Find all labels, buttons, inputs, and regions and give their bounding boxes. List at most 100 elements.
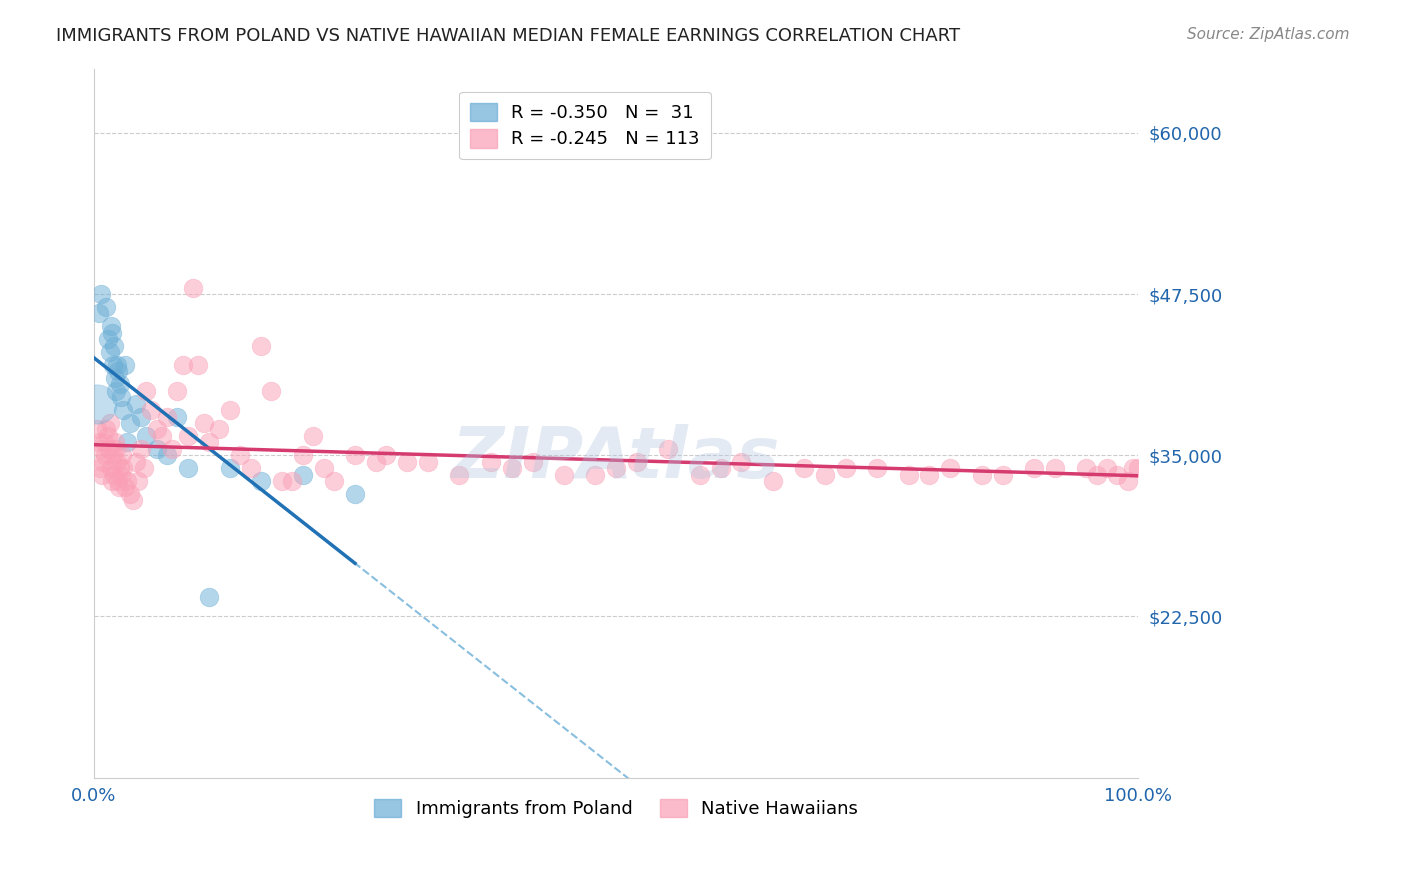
Point [103, 339, 125, 353]
Point [98, 416, 121, 430]
Point [104, 442, 127, 456]
Point [120, 487, 142, 501]
Point [239, 461, 262, 475]
Point [1043, 461, 1066, 475]
Point [375, 448, 398, 462]
Point [991, 467, 1014, 482]
Point [1122, 461, 1144, 475]
Point [198, 590, 221, 604]
Point [91, 455, 114, 469]
Point [918, 467, 941, 482]
Point [150, 429, 173, 443]
Point [162, 442, 184, 456]
Point [605, 461, 627, 475]
Point [302, 429, 325, 443]
Point [156, 448, 179, 462]
Point [117, 435, 139, 450]
Point [626, 455, 648, 469]
Point [522, 455, 544, 469]
Point [1095, 461, 1118, 475]
Point [689, 467, 711, 482]
Point [121, 493, 143, 508]
Point [101, 448, 124, 462]
Point [479, 455, 502, 469]
Point [91, 467, 114, 482]
Point [145, 442, 167, 456]
Point [449, 467, 471, 482]
Point [156, 409, 179, 424]
Legend: Immigrants from Poland, Native Hawaiians: Immigrants from Poland, Native Hawaiians [367, 791, 865, 825]
Point [114, 358, 136, 372]
Point [709, 461, 731, 475]
Point [117, 474, 139, 488]
Point [112, 403, 135, 417]
Point [501, 461, 523, 475]
Point [730, 455, 752, 469]
Point [939, 461, 962, 475]
Point [100, 319, 122, 334]
Point [100, 474, 122, 488]
Point [127, 474, 149, 488]
Point [181, 281, 204, 295]
Point [141, 403, 163, 417]
Point [897, 467, 920, 482]
Point [111, 448, 134, 462]
Point [96, 422, 118, 436]
Point [218, 403, 240, 417]
Point [114, 481, 136, 495]
Point [323, 474, 346, 488]
Point [129, 409, 152, 424]
Point [96, 429, 118, 443]
Point [86, 397, 108, 411]
Point [112, 461, 135, 475]
Point [1022, 461, 1045, 475]
Point [208, 422, 231, 436]
Point [104, 435, 127, 450]
Point [260, 384, 283, 398]
Point [97, 442, 120, 456]
Point [271, 474, 294, 488]
Point [291, 467, 314, 482]
Point [418, 455, 440, 469]
Point [103, 467, 125, 482]
Point [172, 358, 194, 372]
Point [98, 345, 121, 359]
Point [1116, 474, 1139, 488]
Point [100, 326, 122, 340]
Point [835, 461, 858, 475]
Point [89, 306, 111, 320]
Point [110, 390, 132, 404]
Point [104, 384, 127, 398]
Point [198, 435, 221, 450]
Point [1074, 461, 1097, 475]
Text: IMMIGRANTS FROM POLAND VS NATIVE HAWAIIAN MEDIAN FEMALE EARNINGS CORRELATION CHA: IMMIGRANTS FROM POLAND VS NATIVE HAWAIIA… [56, 27, 960, 45]
Point [1085, 467, 1108, 482]
Point [108, 481, 131, 495]
Point [229, 448, 252, 462]
Point [166, 409, 188, 424]
Point [218, 461, 240, 475]
Point [107, 364, 129, 378]
Point [135, 429, 157, 443]
Point [125, 455, 148, 469]
Point [250, 474, 273, 488]
Point [344, 487, 367, 501]
Point [187, 358, 209, 372]
Point [93, 435, 115, 450]
Point [866, 461, 889, 475]
Point [553, 467, 575, 482]
Text: Source: ZipAtlas.com: Source: ZipAtlas.com [1187, 27, 1350, 42]
Point [94, 448, 117, 462]
Point [814, 467, 837, 482]
Point [396, 455, 419, 469]
Point [657, 442, 679, 456]
Point [90, 287, 112, 301]
Point [89, 435, 111, 450]
Point [1128, 461, 1150, 475]
Point [120, 416, 142, 430]
Point [344, 448, 367, 462]
Point [96, 300, 118, 314]
Point [281, 474, 304, 488]
Point [108, 377, 131, 392]
Point [291, 448, 314, 462]
